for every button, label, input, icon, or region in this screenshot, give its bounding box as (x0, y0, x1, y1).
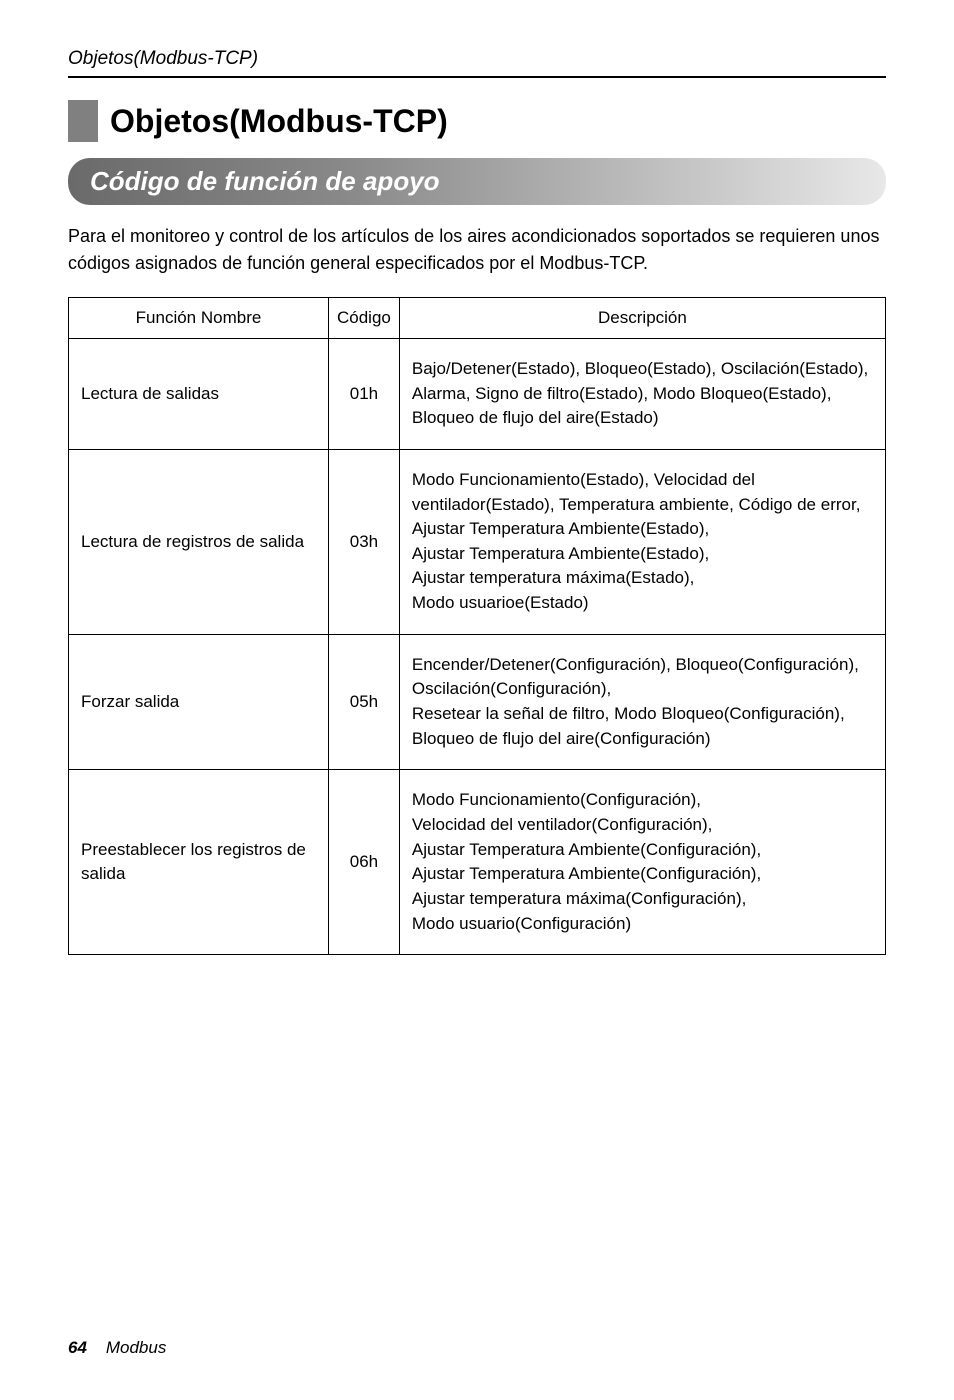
cell-function-name: Lectura de registros de salida (69, 449, 329, 634)
cell-description: Modo Funcionamiento(Estado), Velocidad d… (399, 449, 885, 634)
cell-code: 03h (329, 449, 400, 634)
cell-description: Encender/Detener(Configuración), Bloqueo… (399, 634, 885, 770)
footer-separator (92, 1338, 101, 1357)
cell-function-name: Forzar salida (69, 634, 329, 770)
cell-code: 01h (329, 339, 400, 450)
cell-description: Modo Funcionamiento(Configuración),Veloc… (399, 770, 885, 955)
cell-function-name: Lectura de salidas (69, 339, 329, 450)
column-header-function: Función Nombre (69, 298, 329, 339)
footer-text: Modbus (106, 1338, 166, 1357)
breadcrumb-text: Objetos(Modbus-TCP) (68, 48, 258, 69)
function-codes-table: Función Nombre Código Descripción Lectur… (68, 297, 886, 955)
page-footer: 64 Modbus (68, 1338, 166, 1358)
table-row: Lectura de registros de salida 03h Modo … (69, 449, 886, 634)
table-row: Lectura de salidas 01h Bajo/Detener(Esta… (69, 339, 886, 450)
section-title-bar: Objetos(Modbus-TCP) (68, 100, 886, 142)
section-title: Objetos(Modbus-TCP) (110, 103, 448, 140)
page-number: 64 (68, 1338, 87, 1357)
cell-description: Bajo/Detener(Estado), Bloqueo(Estado), O… (399, 339, 885, 450)
column-header-code: Código (329, 298, 400, 339)
page-header: Objetos(Modbus-TCP) (68, 48, 886, 78)
subsection-title: Código de función de apoyo (90, 166, 864, 197)
column-header-description: Descripción (399, 298, 885, 339)
table-row: Forzar salida 05h Encender/Detener(Confi… (69, 634, 886, 770)
table-header-row: Función Nombre Código Descripción (69, 298, 886, 339)
cell-function-name: Preestablecer los registros de salida (69, 770, 329, 955)
intro-paragraph: Para el monitoreo y control de los artíc… (68, 223, 886, 277)
subsection-bar: Código de función de apoyo (68, 158, 886, 205)
section-marker-block (68, 100, 98, 142)
cell-code: 06h (329, 770, 400, 955)
table-row: Preestablecer los registros de salida 06… (69, 770, 886, 955)
page-container: Objetos(Modbus-TCP) Objetos(Modbus-TCP) … (0, 0, 954, 1400)
cell-code: 05h (329, 634, 400, 770)
